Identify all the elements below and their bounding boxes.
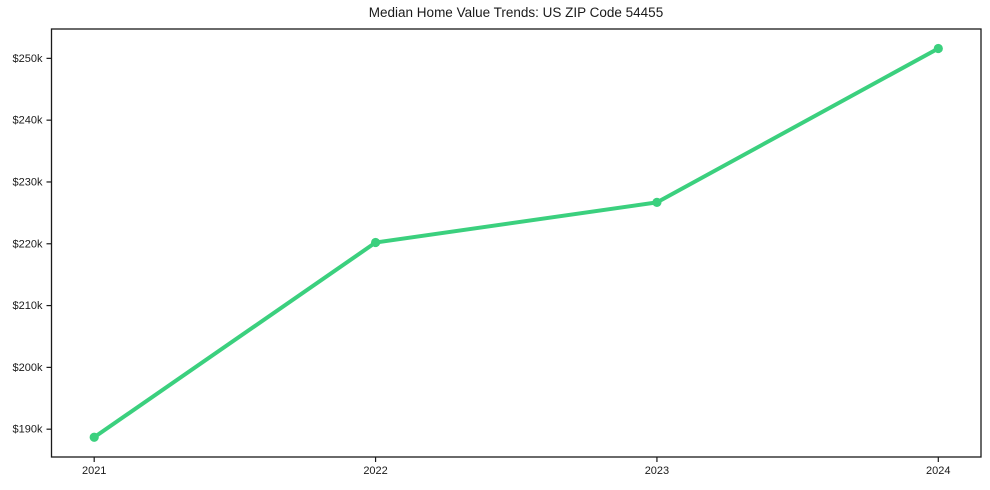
y-tick-label: $210k (13, 300, 43, 312)
data-point-marker (933, 43, 943, 54)
plot-border (50, 28, 982, 458)
y-tick-label: $240k (13, 115, 43, 127)
y-tick-label: $190k (13, 424, 43, 436)
trend-line (92, 46, 941, 440)
x-tick-label: 2021 (82, 465, 106, 477)
x-tick-label: 2024 (926, 465, 950, 477)
y-tick-label: $200k (13, 362, 43, 374)
y-tick-label: $220k (13, 238, 43, 250)
chart-title: Median Home Value Trends: US ZIP Code 54… (368, 5, 664, 20)
data-point-marker (89, 432, 99, 442)
y-tick-label: $250k (13, 53, 43, 65)
data-point-marker (370, 237, 381, 248)
x-tick-label: 2023 (645, 465, 669, 477)
x-tick-label: 2022 (363, 465, 387, 477)
data-point-marker (652, 197, 662, 207)
y-tick-label: $230k (13, 176, 43, 188)
